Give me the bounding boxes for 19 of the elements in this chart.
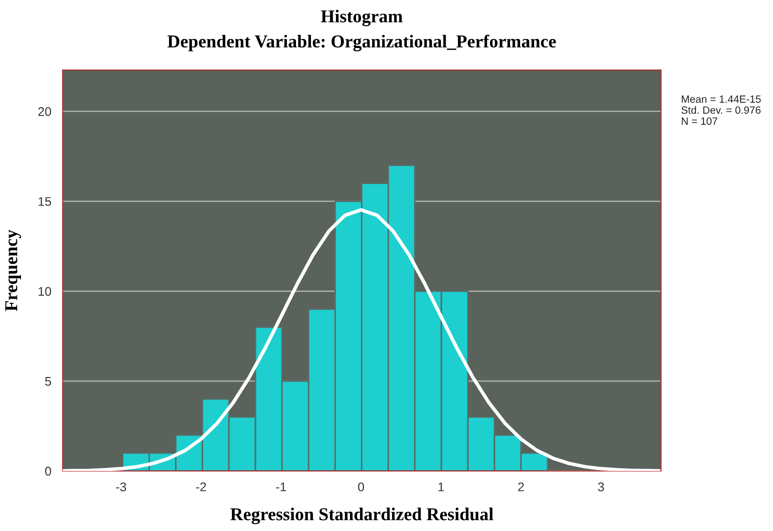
- chart-subtitle: Dependent Variable: Organizational_Performance: [168, 34, 556, 52]
- x-tick-label: 0: [358, 482, 364, 492]
- y-tick-label: 10: [38, 286, 52, 296]
- text: Std. Dev. = 0.976: [681, 106, 761, 114]
- x-tick-label: -1: [276, 482, 286, 492]
- y-tick-label: 20: [38, 107, 52, 116]
- y-tick-label: 0: [45, 466, 52, 476]
- x-tick-label: -2: [196, 482, 206, 492]
- x-tick-label: 3: [598, 482, 604, 492]
- x-tick-label: -3: [116, 482, 126, 492]
- x-axis-title: Regression Standardized Residual: [230, 508, 494, 524]
- x-tick-label: 1: [438, 482, 444, 492]
- text: Mean = 1.44E-15: [682, 96, 761, 103]
- x-tick-label: 2: [518, 482, 524, 492]
- chart-title: Histogram: [320, 10, 403, 26]
- y-tick-label: 5: [45, 377, 52, 386]
- text: N = 107: [682, 117, 718, 125]
- y-tick-label: 15: [38, 197, 52, 206]
- y-axis-title: Frequency: [5, 230, 22, 312]
